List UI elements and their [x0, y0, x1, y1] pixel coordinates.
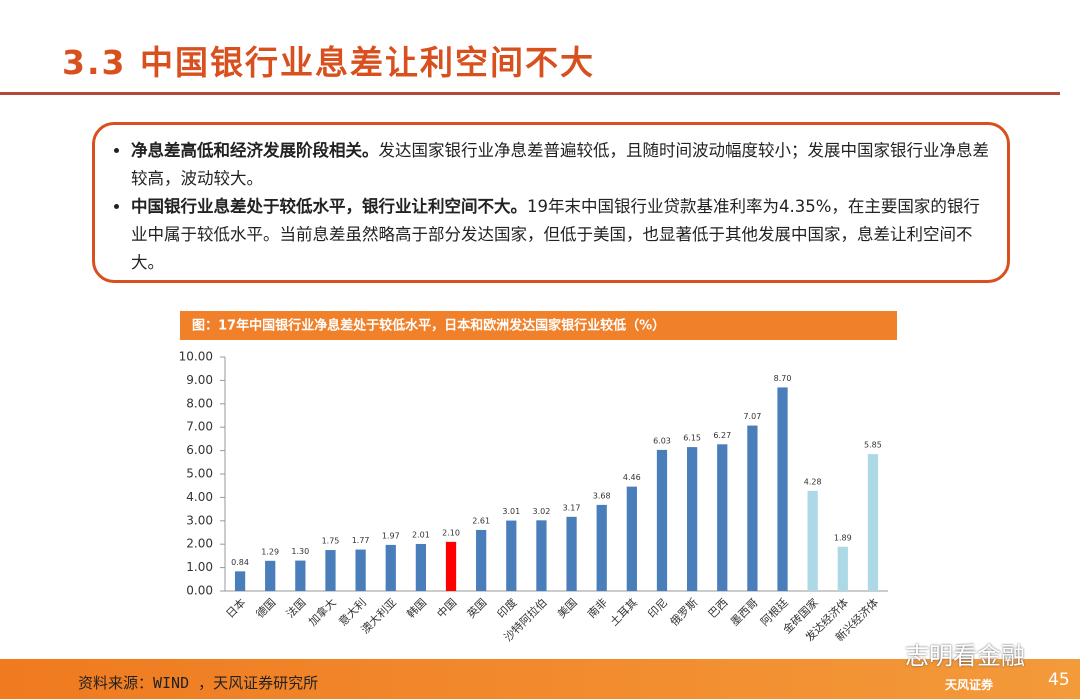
x-tick-label: 韩国 — [404, 595, 429, 620]
x-tick-label: 土耳其 — [608, 596, 641, 629]
value-label: 2.01 — [412, 530, 430, 539]
page-number: 45 — [1048, 670, 1070, 690]
y-tick-label: 2.00 — [186, 537, 213, 551]
bar — [445, 541, 457, 591]
bar — [747, 425, 758, 591]
value-label: 6.27 — [713, 431, 731, 440]
title-rule — [0, 92, 1060, 95]
chart: 图：17年中国银行业净息差处于较低水平，日本和欧洲发达国家银行业较低（%） 0.… — [179, 311, 897, 644]
y-tick-label: 4.00 — [186, 490, 213, 504]
bar — [265, 560, 276, 591]
x-tick-label: 俄罗斯 — [668, 596, 701, 629]
bar — [476, 529, 487, 591]
value-label: 1.89 — [834, 533, 852, 542]
value-label: 5.85 — [864, 441, 882, 450]
x-tick-label: 美国 — [555, 596, 580, 621]
x-tick-label: 法国 — [283, 595, 308, 620]
bullet-bold: 中国银行业息差处于较低水平，银行业让利空间不大。 — [131, 197, 527, 216]
bar — [626, 486, 637, 591]
x-tick-label: 南非 — [585, 596, 610, 621]
slide-title: 3.3 中国银行业息差让利空间不大 — [62, 43, 595, 82]
value-label: 1.30 — [291, 547, 309, 556]
y-tick-label: 10.00 — [179, 350, 213, 364]
bar — [234, 571, 246, 591]
value-label: 3.68 — [593, 491, 611, 500]
bar — [355, 549, 366, 591]
bar — [656, 449, 668, 591]
watermark: 志明看金融 — [905, 642, 1025, 670]
source: 资料来源：WIND ，天风证券研究所 — [78, 674, 319, 692]
value-label: 6.15 — [683, 434, 701, 443]
x-tick-label: 印尼 — [645, 596, 670, 621]
bar — [385, 544, 396, 591]
value-label: 8.70 — [774, 374, 792, 383]
x-tick-label: 墨西哥 — [728, 596, 761, 629]
bullet-text: 发达国家银行业净息差普遍较低，且随时间波动幅度较小；发展中国家银行业净息差较高，… — [131, 141, 989, 188]
x-tick-label: 巴西 — [706, 596, 731, 621]
y-tick-label: 5.00 — [186, 467, 213, 481]
y-tick-label: 1.00 — [186, 560, 213, 574]
bar — [325, 550, 336, 591]
value-label: 1.77 — [352, 536, 370, 545]
bar — [807, 490, 818, 591]
x-tick-label: 德国 — [253, 595, 278, 620]
y-tick-label: 9.00 — [186, 373, 213, 387]
bar — [837, 546, 848, 591]
value-label: 1.29 — [261, 547, 279, 556]
value-label: 3.02 — [533, 507, 551, 516]
bar — [867, 454, 879, 591]
bullet: 净息差高低和经济发展阶段相关。发达国家银行业净息差普遍较低，且随时间波动幅度较小… — [131, 137, 993, 193]
x-tick-label: 英国 — [464, 595, 489, 620]
value-label: 2.61 — [472, 516, 490, 525]
bar — [295, 560, 306, 591]
y-tick-label: 0.00 — [186, 584, 213, 598]
value-label: 4.28 — [804, 477, 822, 486]
value-label: 1.97 — [382, 531, 400, 540]
x-tick-label: 加拿大 — [305, 595, 338, 628]
value-label: 4.46 — [623, 473, 641, 482]
value-label: 7.07 — [743, 412, 761, 421]
y-tick-label: 8.00 — [186, 396, 213, 410]
bar — [415, 543, 427, 591]
bullet-bold: 净息差高低和经济发展阶段相关。 — [131, 141, 379, 160]
bar — [777, 387, 788, 591]
bar — [596, 504, 607, 591]
y-tick-label: 3.00 — [186, 513, 213, 527]
bar — [686, 447, 698, 591]
value-label: 3.01 — [502, 507, 520, 516]
bar — [566, 516, 577, 591]
chart-title-bar — [180, 311, 897, 340]
logo: 天风证券 — [945, 678, 994, 692]
footer-bar — [0, 659, 1080, 699]
bar — [506, 520, 517, 591]
value-label: 6.03 — [653, 436, 671, 445]
y-tick-label: 6.00 — [186, 443, 213, 457]
y-tick-label: 7.00 — [186, 420, 213, 434]
bar — [536, 520, 547, 591]
bullet: 中国银行业息差处于较低水平，银行业让利空间不大。19年末中国银行业贷款基准利率为… — [131, 193, 993, 277]
value-label: 1.75 — [322, 537, 340, 546]
x-tick-label: 印度 — [494, 595, 519, 620]
x-tick-label: 日本 — [223, 595, 248, 620]
x-tick-label: 中国 — [435, 596, 460, 621]
bullet-text: 19年末中国银行业贷款基准利率为4.35%，在主要国家的银行业中属于较低水平。当… — [131, 197, 980, 272]
value-label: 2.10 — [442, 528, 460, 537]
chart-title: 图：17年中国银行业净息差处于较低水平，日本和欧洲发达国家银行业较低（%） — [192, 318, 665, 334]
value-label: 3.17 — [563, 503, 581, 512]
bar — [717, 444, 728, 591]
value-label: 0.84 — [231, 558, 249, 567]
text-box: 净息差高低和经济发展阶段相关。发达国家银行业净息差普遍较低，且随时间波动幅度较小… — [92, 122, 1010, 283]
